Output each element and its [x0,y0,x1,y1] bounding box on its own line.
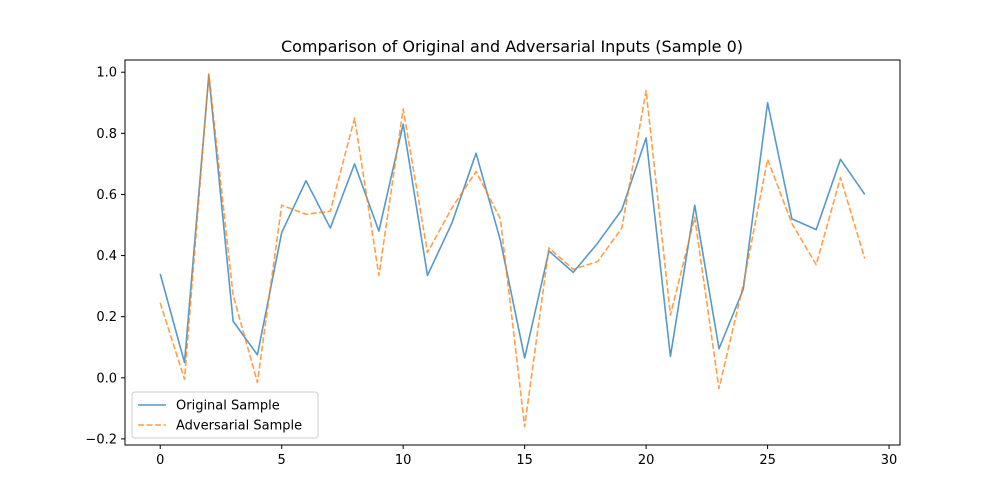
x-tick-label: 15 [516,453,533,468]
x-tick-label: 25 [759,453,776,468]
series-line-adversarial [159,72,866,428]
chart-title: Comparison of Original and Adversarial I… [281,37,743,56]
legend-label: Original Sample [176,399,280,414]
y-tick-label: 0.4 [96,249,117,264]
x-tick-label: 0 [156,453,164,468]
x-tick-label: 20 [638,453,655,468]
series-line-original [159,74,866,364]
y-tick-label: 0.8 [96,127,117,142]
x-tick-label: 30 [881,453,898,468]
y-tick-label: 0.6 [96,188,117,203]
legend: Original Sample Adversarial Sample [131,391,319,439]
y-tick-label: 0.2 [96,310,117,325]
y-tick-label: 1.0 [96,66,117,81]
legend-label: Adversarial Sample [176,419,302,434]
legend-box [131,391,319,439]
y-tick-label: 0.0 [96,371,117,386]
axes-frame [124,59,901,446]
axis-ticks: 0 5 10 15 20 25 30 −0.2 0.0 0.2 0.4 0.6 0.8 1.0 [85,66,897,468]
plot-area [159,72,866,428]
y-tick-label: −0.2 [85,432,117,447]
x-tick-label: 5 [278,453,286,468]
x-tick-label: 10 [395,453,412,468]
